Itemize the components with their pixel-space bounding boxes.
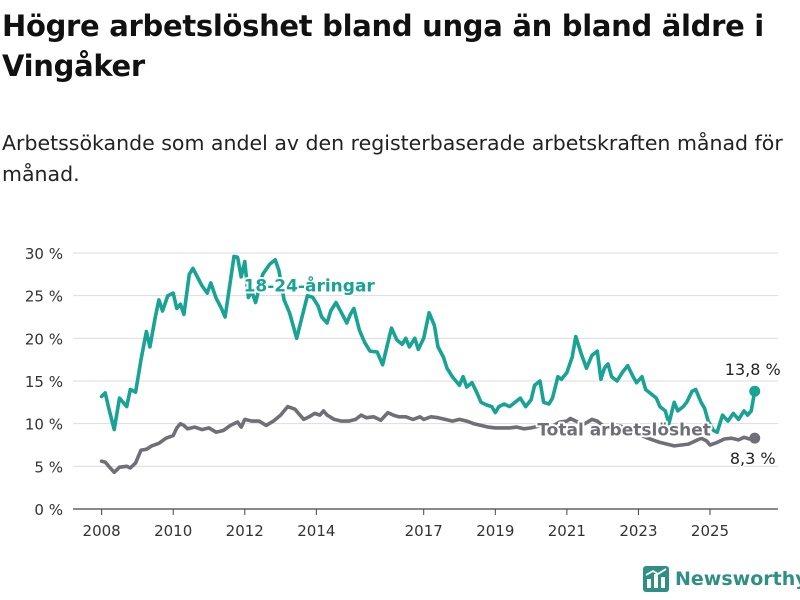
y-tick-label-30: 30 % [25, 245, 63, 263]
x-tick-label-2012: 2012 [226, 522, 264, 540]
chart-title: Högre arbetslöshet bland unga än bland ä… [2, 9, 764, 83]
end-point-youth [749, 385, 761, 397]
x-tick-label-2023: 2023 [619, 522, 657, 540]
y-tick-label-20: 20 % [25, 330, 63, 348]
y-tick-label-15: 15 % [25, 373, 63, 391]
y-axis-labels: 0 % 5 % 10 % 15 % 20 % 25 % 30 % [25, 245, 63, 519]
x-tick-label-2021: 2021 [548, 522, 586, 540]
series-line-total [99, 404, 757, 475]
x-tick-label-2017: 2017 [405, 522, 443, 540]
end-point-total [749, 432, 761, 444]
x-tick-label-2010: 2010 [154, 522, 192, 540]
y-tick-label-0: 0 % [34, 501, 63, 519]
end-value-label-total: 8,3 % [730, 449, 776, 468]
brand-name: Newsworthy [675, 568, 800, 590]
chart-subtitle: Arbetssökande som andel av den registerb… [2, 131, 783, 186]
y-tick-label-5: 5 % [34, 458, 63, 476]
series-lines [99, 254, 761, 475]
series-label-total: Total arbetslöshet [537, 421, 711, 441]
end-value-label-youth: 13,8 % [725, 360, 781, 379]
y-gridlines [73, 252, 778, 510]
x-tick-label-2019: 2019 [476, 522, 514, 540]
series-line-youth [99, 254, 757, 434]
x-tick-label-2025: 2025 [691, 522, 729, 540]
x-tick-label-2014: 2014 [297, 522, 335, 540]
series-labels: 18-24-åringar 13,8 % Total arbetslöshet 8,3… [242, 272, 783, 469]
series-label-youth: 18-24-åringar [244, 274, 376, 296]
brand-logo: Newsworthy [643, 566, 800, 592]
y-tick-label-10: 10 % [25, 416, 63, 434]
x-axis: 2008 2010 2012 2014 2017 2019 2021 2023 2025 [83, 509, 729, 540]
y-tick-label-25: 25 % [25, 288, 63, 306]
bar-chart-logo-icon [643, 566, 669, 592]
x-tick-label-2008: 2008 [83, 522, 121, 540]
